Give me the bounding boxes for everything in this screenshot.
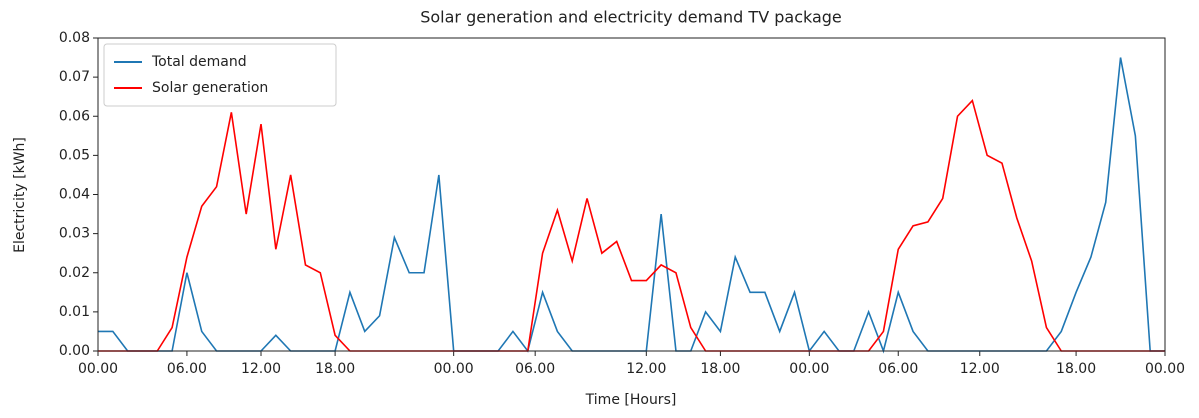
x-tick-label: 18.00 xyxy=(315,361,355,377)
data-line xyxy=(98,99,1165,352)
y-tick-label: 0.02 xyxy=(59,265,90,281)
legend-box xyxy=(103,43,337,107)
x-tick-label: 00.00 xyxy=(78,361,118,377)
x-tick-label: 00.00 xyxy=(1145,361,1185,377)
x-axis-label: Time [Hours] xyxy=(585,392,677,408)
y-tick-label: 0.03 xyxy=(59,226,90,242)
y-tick-label: 0.07 xyxy=(59,69,90,85)
chart-title: Solar generation and electricity demand … xyxy=(420,8,842,27)
y-tick-label: 0.04 xyxy=(59,187,90,203)
legend-label: Total demand xyxy=(151,54,247,70)
x-tick-label: 12.00 xyxy=(626,361,666,377)
y-tick-label: 0.00 xyxy=(59,343,90,359)
x-tick-label: 06.00 xyxy=(878,361,918,377)
x-tick-label: 06.00 xyxy=(167,361,207,377)
legend-label: Solar generation xyxy=(152,80,268,96)
x-tick-label: 12.00 xyxy=(241,361,281,377)
x-tick-label: 00.00 xyxy=(434,361,474,377)
x-tick-label: 06.00 xyxy=(515,361,555,377)
y-tick-label: 0.06 xyxy=(59,108,90,124)
y-tick-label: 0.05 xyxy=(59,147,90,163)
x-tick-label: 18.00 xyxy=(1056,361,1096,377)
y-tick-label: 0.08 xyxy=(59,30,90,46)
plot-frame xyxy=(97,37,1166,352)
y-tick-label: 0.01 xyxy=(59,304,90,320)
y-axis-label: Electricity [kWh] xyxy=(12,137,28,253)
x-tick-label: 12.00 xyxy=(960,361,1000,377)
x-tick-label: 18.00 xyxy=(700,361,740,377)
x-tick-label: 00.00 xyxy=(789,361,829,377)
